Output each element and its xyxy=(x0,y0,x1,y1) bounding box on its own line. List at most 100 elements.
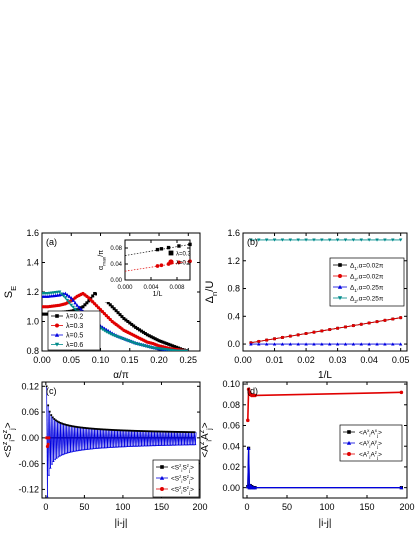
y-tick-label: 0.00 xyxy=(21,433,39,443)
data-point xyxy=(65,293,70,297)
data-point xyxy=(246,446,251,450)
y-axis-label-part: A xyxy=(200,433,211,440)
data-point xyxy=(124,429,127,432)
data-point xyxy=(88,427,91,430)
legend-label: <SziSzj> xyxy=(171,485,194,495)
series-d-2 xyxy=(246,387,404,423)
data-point xyxy=(155,338,159,342)
data-point-red xyxy=(45,436,49,440)
series-a-1 xyxy=(42,291,189,351)
data-point xyxy=(95,292,99,296)
data-point xyxy=(399,342,403,346)
data-point xyxy=(63,291,68,295)
data-point xyxy=(66,451,69,454)
legend-label-part: j xyxy=(188,479,190,484)
y-tick-label: 0.12 xyxy=(21,381,39,391)
data-point xyxy=(122,317,126,321)
data-point xyxy=(117,445,120,448)
data-point xyxy=(177,443,180,446)
legend-label-part: > xyxy=(378,430,382,437)
data-point xyxy=(178,443,182,446)
y-tick-label: 0.4 xyxy=(227,311,240,321)
data-point xyxy=(192,443,195,446)
data-point xyxy=(320,238,324,242)
data-point xyxy=(194,443,197,446)
data-point xyxy=(93,291,97,295)
data-point xyxy=(173,430,176,433)
y-axis-label-part: > xyxy=(200,422,211,428)
data-point xyxy=(42,294,44,298)
x-tick-label: 0.02 xyxy=(297,355,315,365)
data-point xyxy=(249,238,253,242)
data-point xyxy=(189,443,192,446)
x-tick-label: 0.000 xyxy=(117,285,133,291)
legend-marker xyxy=(54,342,60,347)
y-axis-label-part: <S xyxy=(3,445,14,458)
data-point xyxy=(127,429,130,432)
data-point xyxy=(153,430,156,433)
y-tick-label: -0.06 xyxy=(18,459,39,469)
data-point xyxy=(82,426,85,429)
legend-label-part: Δ xyxy=(350,285,355,292)
data-point xyxy=(343,238,348,242)
panel-b: 0.00 0.01 0.02 0.03 0.04 0.05 0.0 0.4 0.8 1.2 1.6 (… xyxy=(204,228,409,381)
data-point xyxy=(73,301,77,305)
data-point xyxy=(335,342,340,346)
data-point xyxy=(147,430,150,433)
x-tick-label: 200 xyxy=(399,502,414,512)
y-tick-label: 1.6 xyxy=(26,228,39,238)
plot-frame xyxy=(242,232,408,352)
inset-y-label: αmax/π xyxy=(98,250,107,270)
data-point xyxy=(152,430,154,433)
legend-label: λ=0.6 xyxy=(66,342,83,349)
legend-label-part: z xyxy=(179,474,182,479)
data-point xyxy=(84,427,87,429)
legend-label-part: S xyxy=(182,487,187,494)
data-point xyxy=(375,342,379,346)
x-axis-label: 1/L xyxy=(318,370,332,381)
legend-label-part: i xyxy=(181,490,182,495)
data-point xyxy=(71,425,74,428)
y-axis-label-part: j xyxy=(207,428,214,431)
data-point xyxy=(149,430,151,433)
x-tick-label: 50 xyxy=(282,502,292,512)
data-point xyxy=(188,443,191,446)
series-b-3 xyxy=(249,238,403,242)
data-point xyxy=(69,296,74,300)
data-point xyxy=(46,495,49,498)
data-point xyxy=(167,342,171,346)
data-point xyxy=(253,485,257,490)
legend-label-part: <S xyxy=(171,476,180,483)
data-point xyxy=(67,301,72,305)
y-tick-label: -0.12 xyxy=(18,485,39,495)
plot-frame xyxy=(242,381,408,499)
data-point xyxy=(257,339,261,343)
legend-label-part: <A xyxy=(359,441,368,448)
data-point xyxy=(92,447,95,450)
legend-label-part: 2 xyxy=(354,277,357,282)
legend: λ=0.2 λ=0.3 λ=0.5 λ=0.6 xyxy=(47,310,101,351)
data-point xyxy=(320,342,324,346)
data-point xyxy=(158,430,161,433)
data-point xyxy=(87,427,90,430)
legend-label-part: ,α=0.02π xyxy=(357,274,384,281)
data-point xyxy=(174,443,177,446)
data-point xyxy=(59,421,62,424)
data-point xyxy=(149,444,152,447)
data-point xyxy=(163,443,166,446)
data-point xyxy=(399,316,403,320)
data-point xyxy=(141,444,145,447)
data-point xyxy=(142,430,145,433)
x-axis-label: α/π xyxy=(113,370,129,381)
data-point xyxy=(118,445,121,448)
data-point xyxy=(272,238,277,242)
legend-label-part: z xyxy=(179,485,182,490)
data-point xyxy=(151,336,155,340)
legend-label-part: i xyxy=(369,455,370,460)
data-point xyxy=(180,443,183,446)
y-tick-label: 0.00 xyxy=(110,278,122,284)
data-point xyxy=(75,303,79,307)
y-axis-label-part: z xyxy=(2,441,9,445)
data-point xyxy=(359,238,363,242)
